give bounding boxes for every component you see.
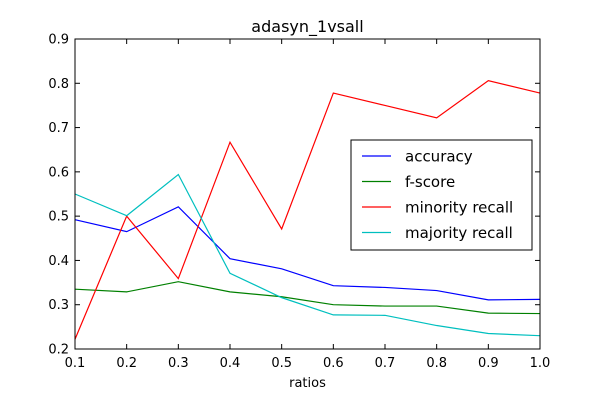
plot-frame (74, 38, 541, 350)
tick-labels: 0.1 0.2 0.3 0.4 0.5 0.6 0.7 0.8 0.9 1.00.20.30.40… (48, 33, 550, 372)
series-line-majority-recall (74, 173, 541, 337)
x-tick-label: 0.5 (271, 356, 292, 371)
y-tick-label: 0.9 (48, 33, 69, 48)
series-line-f-score (74, 281, 541, 315)
legend: accuracy f-score minority recall majority r… (350, 139, 533, 251)
legend-label-accuracy: accuracy (405, 148, 473, 166)
y-tick-label: 0.6 (48, 165, 69, 180)
legend-label-f-score: f-score (405, 173, 455, 191)
x-tick-label: 0.1 (65, 356, 86, 371)
x-tick-label: 0.6 (323, 356, 344, 371)
x-tick-label: 0.3 (168, 356, 189, 371)
plot-lines (74, 79, 541, 340)
legend-label-minority-recall: minority recall (405, 199, 513, 217)
x-tick-label: 0.4 (220, 356, 241, 371)
x-tick-label: 0.7 (375, 356, 396, 371)
x-tick-label: 0.9 (478, 356, 499, 371)
x-tick-label: 1.0 (530, 356, 551, 371)
legend-label-majority-recall: majority recall (405, 224, 513, 242)
y-tick-label: 0.3 (48, 298, 69, 313)
x-tick-label: 0.2 (116, 356, 137, 371)
x-axis-title: ratios (289, 376, 326, 391)
series-line-accuracy (74, 206, 541, 301)
y-tick-label: 0.8 (48, 77, 69, 92)
y-tick-label: 0.5 (48, 210, 69, 225)
y-tick-label: 0.4 (48, 254, 69, 269)
series-line-minority-recall (74, 79, 541, 340)
legend-box (350, 139, 533, 251)
y-tick-label: 0.2 (48, 343, 69, 358)
x-tick-label: 0.8 (426, 356, 447, 371)
y-tick-label: 0.7 (48, 121, 69, 136)
chart-title: adasyn_1vsall (251, 17, 363, 37)
